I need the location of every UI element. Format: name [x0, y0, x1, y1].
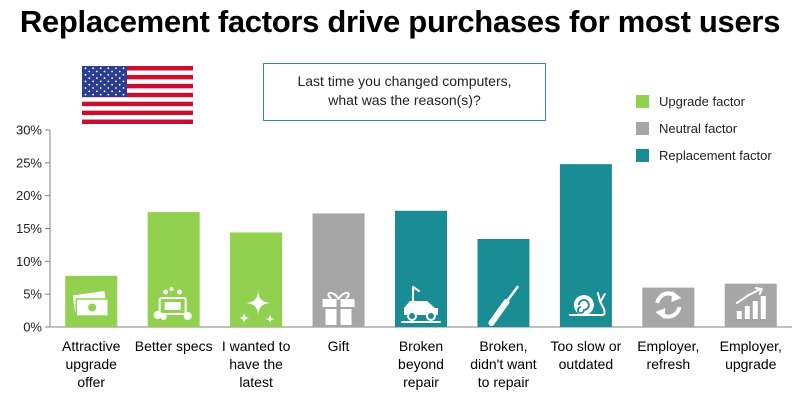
x-tick-label-line: Attractive [62, 338, 121, 354]
legend-label-replacement: Replacement factor [659, 148, 772, 163]
x-tick-label-line: didn't want [470, 356, 537, 372]
y-tick-label: 20% [16, 188, 42, 203]
y-tick-label: 10% [16, 254, 42, 269]
bar-neutral [724, 283, 777, 327]
laptop-sparkle-icon [153, 287, 192, 320]
x-tick-label: Gift [328, 338, 350, 354]
legend-swatch-replacement [636, 149, 649, 162]
money-icon [72, 291, 109, 317]
y-tick-label: 30% [16, 123, 42, 138]
screwdriver-icon [488, 285, 519, 326]
sparkle-icon [238, 290, 276, 324]
x-tick-label: Broken, didn't want to repair [470, 338, 537, 390]
snail-icon [568, 292, 606, 316]
x-tick-label: Employer, refresh [637, 338, 699, 372]
bar-icons [72, 285, 766, 326]
x-tick-label-line: latest [239, 374, 273, 390]
x-tick-label-line: refresh [647, 356, 691, 372]
gift-icon [322, 291, 355, 325]
x-tick-label-line: Employer, [637, 338, 699, 354]
x-tick-label: Employer, upgrade [720, 338, 782, 372]
x-tick-label: I wanted to have the latest [222, 338, 291, 390]
legend-label-upgrade: Upgrade factor [659, 94, 745, 109]
y-tick-label: 15% [16, 221, 42, 236]
legend-label-neutral: Neutral factor [659, 121, 738, 136]
y-axis: 0% 5% 10% 15% 20% 25% 30% [16, 123, 51, 335]
refresh-icon [655, 291, 682, 319]
x-tick-label-line: upgrade [66, 356, 118, 372]
y-tick-label: 5% [23, 287, 42, 302]
x-tick-label-line: upgrade [725, 356, 777, 372]
survey-question-line-1: Last time you changed computers, [297, 73, 512, 89]
x-tick-label-line: repair [403, 374, 439, 390]
legend-item-upgrade: Upgrade factor [636, 88, 772, 115]
legend: Upgrade factor Neutral factor Replacemen… [636, 88, 772, 169]
legend-item-replacement: Replacement factor [636, 142, 772, 169]
x-tick-label: Attractive upgrade offer [62, 338, 121, 390]
x-tick-label-line: I wanted to [222, 338, 291, 354]
x-tick-label-line: Broken [399, 338, 443, 354]
y-tick-label: 25% [16, 155, 42, 170]
bar-replacement [477, 239, 530, 327]
x-tick-label-line: offer [77, 374, 105, 390]
x-tick-label-line: have the [229, 356, 283, 372]
chart-title: Replacement factors drive purchases for … [19, 4, 781, 39]
x-tick-label: Too slow or outdated [550, 338, 621, 372]
broken-car-icon [401, 286, 441, 323]
x-tick-label-line: Employer, [720, 338, 782, 354]
us-flag-icon [82, 66, 193, 124]
x-tick-label-line: to repair [478, 374, 530, 390]
x-tick-label: Better specs [135, 338, 213, 354]
x-tick-label-line: outdated [559, 356, 614, 372]
x-tick-label-line: Better specs [135, 338, 213, 354]
x-tick-labels: Attractive upgrade offer Better specs I want… [62, 338, 782, 390]
bars [65, 164, 777, 327]
x-tick-label: Broken beyond repair [398, 338, 444, 390]
x-tick-label-line: Too slow or [550, 338, 621, 354]
y-tick-label: 0% [23, 320, 42, 335]
bar-upgrade [230, 232, 283, 327]
growth-chart-icon [735, 287, 766, 319]
legend-item-neutral: Neutral factor [636, 115, 772, 142]
legend-swatch-neutral [636, 122, 649, 135]
survey-question-box: Last time you changed computers, what wa… [263, 63, 546, 121]
x-tick-label-line: Gift [328, 338, 350, 354]
x-tick-label-line: Broken, [479, 338, 527, 354]
legend-swatch-upgrade [636, 95, 649, 108]
x-tick-label-line: beyond [398, 356, 444, 372]
survey-question-line-2: what was the reason(s)? [328, 92, 481, 108]
